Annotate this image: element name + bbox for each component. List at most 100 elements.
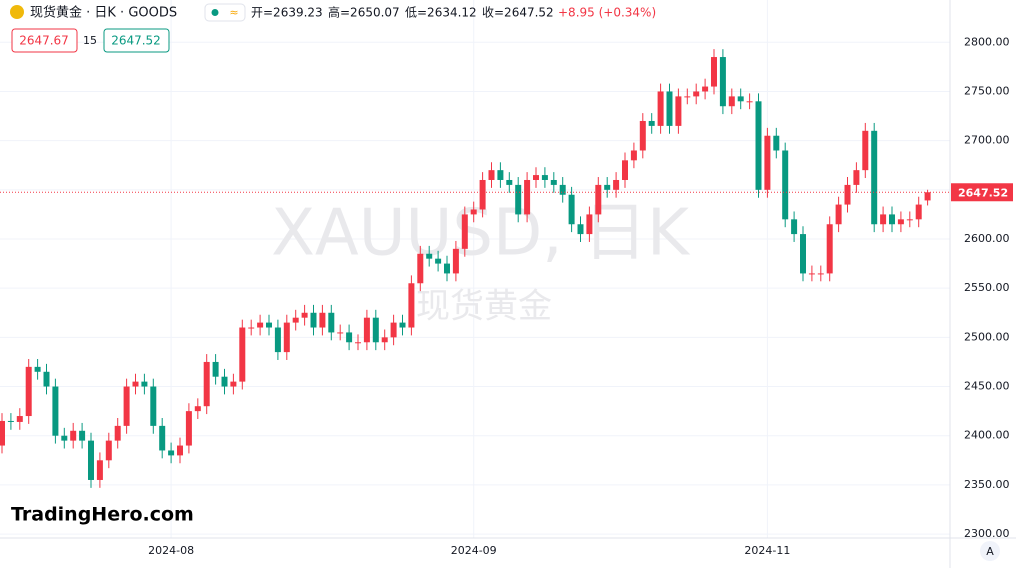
status-badge bbox=[204, 3, 246, 22]
candle-body bbox=[479, 179, 486, 210]
status-icon: ≈ bbox=[229, 6, 238, 19]
candle-body bbox=[595, 184, 602, 215]
candle-body bbox=[141, 381, 148, 387]
candle-body bbox=[862, 130, 869, 171]
x-tick-label: 2024-09 bbox=[451, 544, 497, 557]
candle-body bbox=[817, 273, 824, 275]
candle-body bbox=[835, 204, 842, 225]
candle-body bbox=[711, 57, 717, 87]
candle-body bbox=[533, 175, 539, 180]
candle-body bbox=[177, 445, 183, 456]
candle-body bbox=[435, 258, 442, 264]
candle-body bbox=[372, 317, 379, 343]
candle-body bbox=[657, 91, 664, 126]
candle-body bbox=[728, 96, 735, 107]
candle-body bbox=[381, 337, 388, 343]
candle-body bbox=[586, 214, 593, 235]
candle-body bbox=[417, 253, 424, 284]
candle-body bbox=[426, 253, 433, 259]
axes: 2300.00 2350.00 2400.00 2450.00 2500.00 2550.… bbox=[148, 35, 1013, 557]
candle-body bbox=[515, 184, 522, 215]
candle-body bbox=[719, 57, 726, 107]
candle-body bbox=[399, 322, 406, 328]
candle-body bbox=[880, 214, 887, 225]
candle-body bbox=[675, 96, 682, 126]
candle-body bbox=[826, 224, 833, 274]
candle-body bbox=[737, 96, 744, 102]
candle-body bbox=[355, 342, 361, 344]
candle-body bbox=[791, 219, 798, 235]
candles bbox=[0, 49, 950, 488]
candle-body bbox=[444, 263, 450, 274]
spread: 15 bbox=[83, 34, 97, 47]
candle-body bbox=[853, 170, 860, 185]
candle-body bbox=[52, 386, 59, 436]
candle-body bbox=[346, 332, 353, 343]
y-tick-label: 2550.00 bbox=[964, 281, 1010, 294]
candle-body bbox=[34, 366, 41, 372]
last-price-badge bbox=[951, 183, 1013, 202]
candle-body bbox=[782, 150, 789, 220]
symbol-icon bbox=[10, 5, 24, 19]
candle-body bbox=[488, 170, 495, 180]
candle-body bbox=[114, 425, 121, 441]
candle-body bbox=[221, 376, 228, 387]
y-tick-label: 2800.00 bbox=[964, 35, 1010, 48]
candle-body bbox=[185, 411, 192, 446]
x-tick-label: 2024-11 bbox=[744, 544, 790, 557]
candle-body bbox=[203, 361, 210, 407]
candle-body bbox=[497, 170, 504, 180]
candle-body bbox=[550, 179, 557, 185]
candle-body bbox=[88, 440, 94, 480]
candle-body bbox=[604, 184, 611, 190]
buy-price[interactable]: 2647.52 bbox=[111, 34, 161, 48]
candle-body bbox=[230, 381, 237, 387]
candle-body bbox=[506, 179, 513, 185]
low-text: 低=2634.12 bbox=[405, 6, 477, 20]
candle-body bbox=[132, 381, 139, 387]
candle-body bbox=[43, 371, 50, 387]
candle-body bbox=[194, 406, 201, 412]
close-text: 收=2647.52 bbox=[482, 6, 554, 20]
candle-body bbox=[25, 366, 32, 417]
candle-body bbox=[408, 283, 415, 328]
candle-body bbox=[61, 435, 68, 441]
candle-body bbox=[310, 312, 317, 328]
y-tick-label: 2600.00 bbox=[964, 232, 1010, 245]
candle-body bbox=[577, 224, 584, 235]
candle-body bbox=[266, 322, 272, 328]
status-dot bbox=[211, 9, 219, 16]
candle-body bbox=[470, 209, 477, 215]
candle-body bbox=[924, 192, 931, 201]
candle-body bbox=[292, 317, 299, 323]
buy-button[interactable] bbox=[103, 28, 170, 53]
y-tick-label: 2400.00 bbox=[964, 429, 1010, 442]
candle-body bbox=[755, 101, 762, 190]
candle-body bbox=[746, 101, 753, 103]
candle-body bbox=[613, 179, 620, 190]
candle-body bbox=[274, 327, 281, 353]
candle-body bbox=[889, 214, 895, 225]
auto-button-label[interactable]: A bbox=[986, 545, 994, 558]
auto-button[interactable] bbox=[980, 541, 1000, 561]
candle-body bbox=[390, 322, 397, 338]
sell-button[interactable] bbox=[11, 28, 78, 53]
last-price-label: 2647.52 bbox=[958, 186, 1008, 199]
y-tick-label: 2750.00 bbox=[964, 84, 1010, 97]
sell-price[interactable]: 2647.67 bbox=[19, 34, 69, 48]
candle-body bbox=[257, 322, 264, 328]
candle-body bbox=[105, 440, 112, 461]
candle-body bbox=[150, 386, 157, 426]
candle-body bbox=[239, 327, 246, 382]
candle-body bbox=[648, 120, 655, 126]
candle-body bbox=[871, 130, 878, 225]
candle-body bbox=[541, 175, 548, 180]
candle-body bbox=[159, 425, 166, 451]
symbol: 现货黄金 · 日K · GOODS bbox=[30, 5, 177, 21]
candle-body bbox=[808, 273, 815, 275]
candle-body bbox=[452, 248, 459, 274]
x-tick-label: 2024-08 bbox=[148, 544, 194, 557]
candle-body bbox=[301, 312, 308, 318]
